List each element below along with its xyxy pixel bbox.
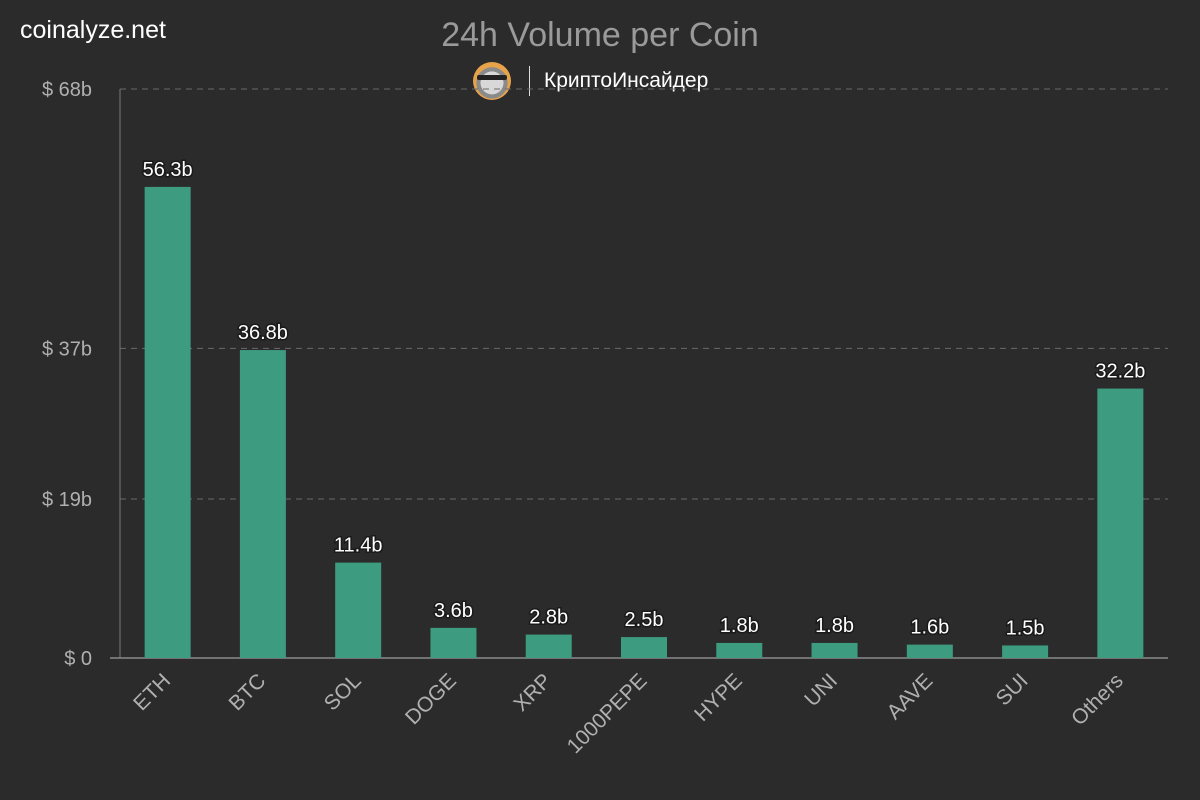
x-tick-label: DOGE bbox=[401, 669, 461, 729]
x-tick-label: XRP bbox=[509, 669, 556, 716]
y-tick-label: $ 68b bbox=[42, 79, 92, 101]
data-label: 1.6b bbox=[910, 617, 949, 639]
brand-watermark: КриптоИнсайдер bbox=[473, 61, 708, 101]
y-tick-label: $ 37b bbox=[42, 338, 92, 360]
data-label: 36.8b bbox=[238, 322, 288, 344]
data-label: 3.6b bbox=[434, 600, 473, 622]
y-tick-label: $ 19b bbox=[42, 489, 92, 511]
chart-title: 24h Volume per Coin bbox=[441, 16, 759, 54]
data-label: 2.5b bbox=[625, 609, 664, 631]
bar bbox=[430, 627, 477, 658]
site-name: coinalyze.net bbox=[20, 16, 166, 44]
x-tick-label: Others bbox=[1067, 669, 1128, 730]
x-tick-label: ETH bbox=[129, 669, 175, 715]
y-tick-label: $ 0 bbox=[64, 648, 92, 670]
bar bbox=[906, 644, 953, 658]
x-tick-label: BTC bbox=[224, 669, 270, 715]
x-tick-label: AAVE bbox=[883, 669, 938, 724]
x-tick-label: 1000PEPE bbox=[563, 669, 652, 758]
data-label: 1.5b bbox=[1006, 617, 1045, 639]
data-label: 56.3b bbox=[143, 159, 193, 181]
x-tick-label: HYPE bbox=[690, 669, 747, 726]
bar bbox=[1097, 388, 1144, 658]
data-label: 2.8b bbox=[529, 607, 568, 629]
bar bbox=[811, 642, 858, 658]
bar bbox=[144, 186, 191, 658]
bar bbox=[335, 562, 382, 658]
data-label: 11.4b bbox=[334, 535, 383, 557]
x-tick-label: SUI bbox=[992, 669, 1033, 710]
bar bbox=[1002, 645, 1049, 658]
bar bbox=[525, 634, 572, 658]
x-tick-label: SOL bbox=[320, 669, 366, 715]
data-label: 32.2b bbox=[1095, 361, 1145, 383]
data-label: 1.8b bbox=[815, 615, 854, 637]
brand-divider bbox=[529, 66, 530, 96]
data-label: 1.8b bbox=[720, 615, 759, 637]
bar bbox=[239, 350, 286, 658]
bar bbox=[621, 637, 667, 658]
brand-name: КриптоИнсайдер bbox=[544, 69, 709, 92]
brand-logo-icon bbox=[473, 62, 511, 100]
bar bbox=[716, 642, 763, 658]
x-tick-label: UNI bbox=[800, 669, 842, 711]
